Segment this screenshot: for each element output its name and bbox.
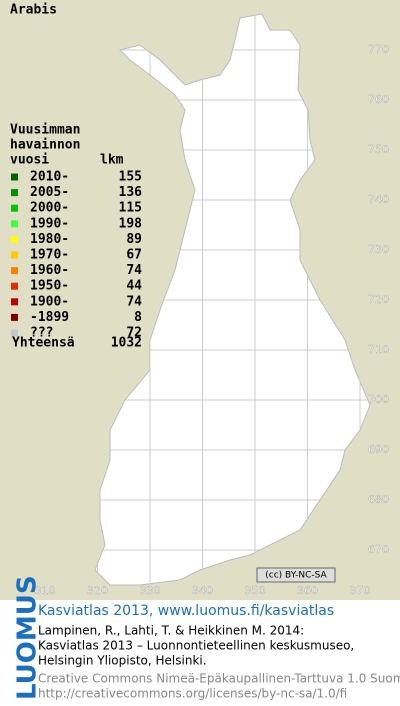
legend-label: -1899 (30, 310, 69, 325)
legend-swatch (11, 251, 18, 259)
legend-count: 67 (126, 248, 142, 263)
x-tick-label: 330 (140, 584, 161, 597)
legend-count: 74 (126, 294, 142, 309)
license-url[interactable]: http://creativecommons.org/licenses/by-n… (38, 687, 347, 701)
legend-count: 115 (119, 201, 142, 216)
legend-count-heading: lkm (100, 153, 124, 168)
legend-count: 89 (126, 232, 142, 247)
legend-label: 2000- (30, 201, 69, 216)
x-tick-label: 320 (87, 584, 108, 597)
y-tick-label: 730 (368, 243, 389, 256)
legend-swatch (11, 220, 18, 228)
y-tick-label: 710 (368, 343, 389, 356)
legend-swatch (11, 204, 18, 212)
legend-swatch (11, 313, 18, 321)
license-badge-box (256, 567, 336, 583)
total-label: Yhteensä (12, 336, 75, 351)
x-tick-label: 340 (192, 584, 213, 597)
legend-swatch (11, 173, 18, 181)
legend-label: 1900- (30, 294, 69, 309)
x-tick-label: 370 (350, 584, 371, 597)
legend-count: 8 (134, 310, 142, 325)
legend-count: 155 (119, 170, 142, 185)
citation: Lampinen, R., Lahti, T. & Heikkinen M. 2… (38, 624, 304, 638)
citation: Helsingin Yliopisto, Helsinki. (38, 654, 207, 668)
legend-label: 1950- (30, 279, 69, 294)
license-text: Creative Commons Nimeä-Epäkaupallinen-Ta… (38, 672, 400, 686)
legend-label: 2005- (30, 185, 69, 200)
legend-count: 198 (119, 216, 143, 231)
y-tick-label: 750 (368, 143, 389, 156)
x-tick-label: 360 (297, 584, 318, 597)
legend-label: 1960- (30, 263, 69, 278)
y-tick-label: 700 (368, 393, 389, 406)
license-badge: (cc) BY-NC-SA (265, 571, 327, 581)
legend-heading: havainnon (10, 138, 80, 153)
legend-heading: vuosi (10, 153, 49, 168)
footer-link[interactable]: Kasviatlas 2013, www.luomus.fi/kasviatla… (38, 603, 334, 619)
legend-swatch (11, 189, 18, 197)
legend-heading: Vuusimman (10, 123, 80, 138)
y-tick-label: 720 (368, 293, 389, 306)
y-tick-label: 740 (368, 193, 389, 206)
total-count: 1032 (111, 336, 142, 351)
x-tick-label: 310 (35, 584, 56, 597)
legend-swatch (11, 298, 18, 306)
y-tick-label: 770 (368, 43, 389, 56)
legend-swatch (11, 235, 18, 243)
legend-count: 44 (126, 279, 142, 294)
legend-count: 136 (119, 185, 143, 200)
x-tick-label: 350 (245, 584, 266, 597)
legend-label: 1980- (30, 232, 69, 247)
legend-swatch (11, 329, 18, 337)
legend-label: 2010- (30, 170, 69, 185)
legend-swatch (11, 282, 18, 290)
legend-swatch (11, 267, 18, 275)
species-title: Arabis (10, 3, 57, 18)
logo: LUOMUS (13, 575, 43, 700)
y-tick-label: 670 (368, 543, 389, 556)
legend-label: 1970- (30, 248, 69, 263)
citation: Kasviatlas 2013 – Luonnontieteellinen ke… (38, 639, 354, 653)
legend-count: 74 (126, 263, 142, 278)
legend-count: 72 (126, 326, 142, 341)
legend-label: 1990- (30, 216, 69, 231)
legend-label: ??? (30, 326, 53, 341)
y-tick-label: 760 (368, 93, 389, 106)
y-tick-label: 690 (368, 443, 389, 456)
y-tick-label: 680 (368, 493, 389, 506)
